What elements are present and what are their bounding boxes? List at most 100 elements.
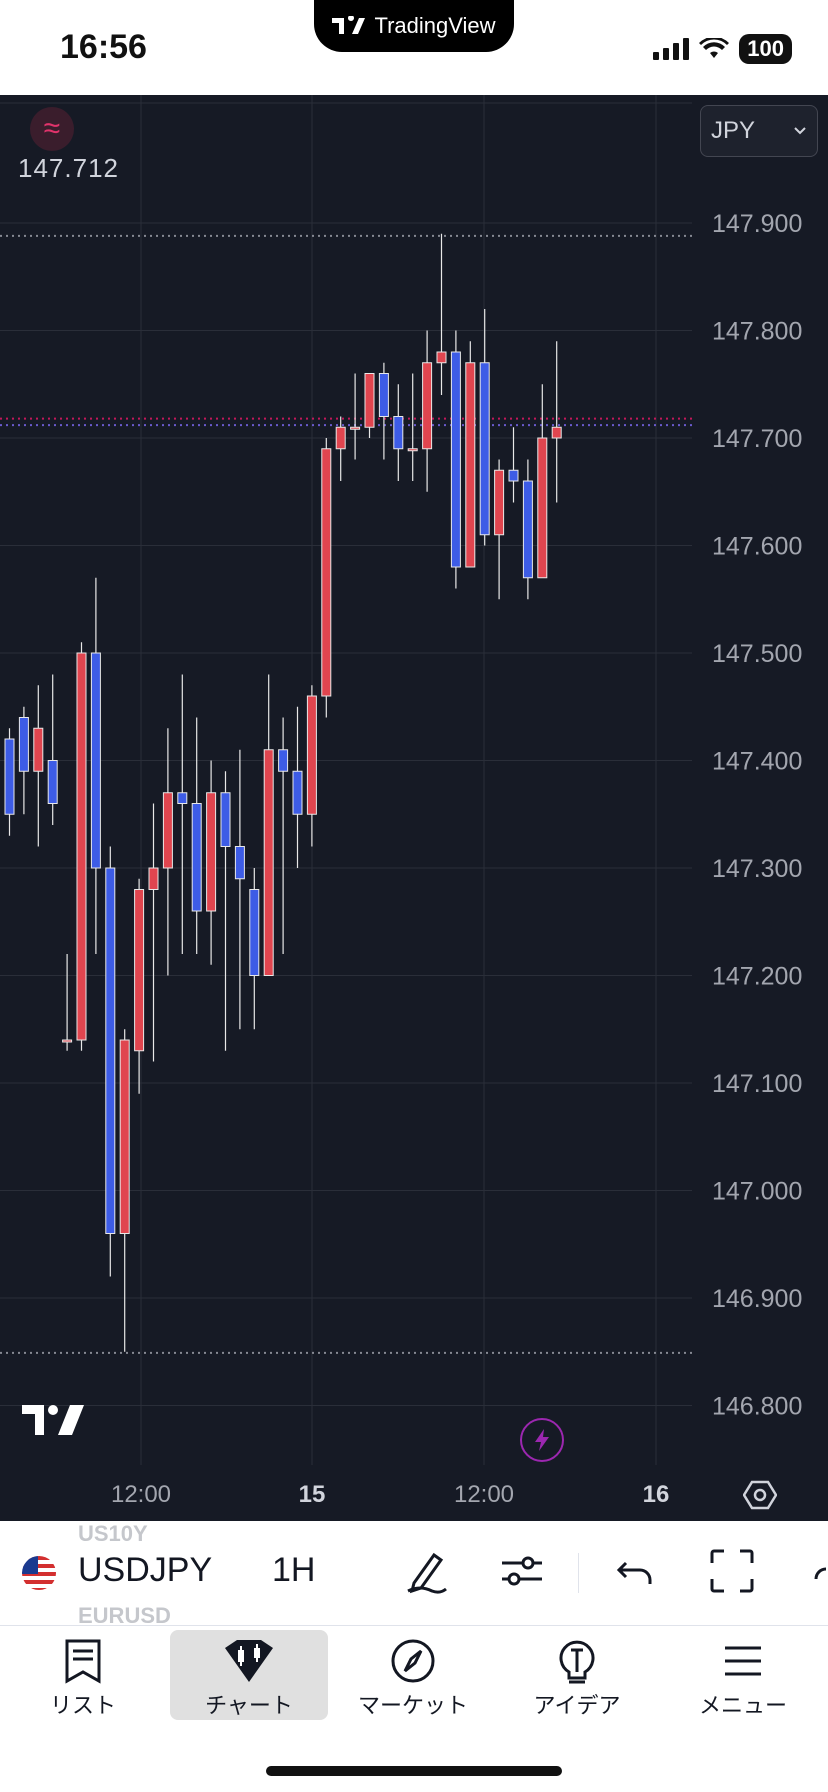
interval-selector[interactable]: 1H (272, 1551, 316, 1589)
nav-label-chart: チャート (205, 1693, 293, 1718)
candle-body (191, 803, 202, 912)
list-icon (65, 1639, 101, 1684)
nav-item-menu[interactable]: メニュー (664, 1630, 822, 1720)
chart-area[interactable]: 147.900 147.800 147.700 147.600 147.500 147.4… (0, 95, 828, 1521)
indicators-icon[interactable] (500, 1549, 544, 1593)
bottom-nav: リスト チャート マーケット アイデア メニュー (0, 1626, 828, 1792)
nav-item-market[interactable]: マーケット (334, 1630, 492, 1720)
signal-icon (653, 38, 690, 60)
app-pill-label: TradingView (374, 13, 496, 38)
nav-label-menu: メニュー (698, 1693, 787, 1718)
x-tick-label: 15 (299, 1481, 326, 1508)
fullscreen-icon[interactable] (710, 1549, 754, 1593)
price-chart[interactable]: 147.900 147.800 147.700 147.600 147.500 147.4… (0, 95, 828, 1521)
y-tick-label: 147.600 (712, 533, 802, 561)
candle-body (422, 362, 433, 450)
candle-body (292, 770, 303, 815)
candle-body (206, 792, 217, 912)
y-tick-label: 146.900 (712, 1285, 802, 1313)
menu-icon (725, 1646, 761, 1676)
candle-body (364, 373, 375, 428)
nav-item-list[interactable]: リスト (4, 1630, 162, 1720)
candle-body (249, 889, 260, 976)
next-symbol[interactable]: EURUSD (78, 1603, 171, 1628)
candle-body (134, 889, 145, 1052)
candle-body (350, 426, 361, 430)
last-price-label: 147.712 (18, 153, 119, 183)
chart-settings-icon[interactable] (743, 1480, 777, 1510)
candle-body (378, 373, 389, 417)
currency-select[interactable]: JPY (700, 105, 818, 157)
candle-body (90, 652, 101, 869)
undo-icon[interactable] (616, 1549, 656, 1593)
y-tick-label: 147.500 (712, 640, 802, 668)
candle-body (537, 437, 548, 579)
indicator-badge[interactable]: ≈ (30, 107, 74, 151)
y-tick-label: 147.000 (712, 1178, 802, 1206)
candle-body (278, 749, 289, 772)
battery-level: 100 (739, 34, 792, 64)
candle-body (4, 738, 15, 815)
y-tick-label: 147.200 (712, 963, 802, 991)
y-tick-label: 147.800 (712, 318, 802, 346)
nav-label-ideas: アイデア (533, 1693, 621, 1718)
wifi-icon (699, 38, 730, 58)
chevron-down-icon (794, 127, 806, 135)
bolt-icon[interactable] (520, 1418, 564, 1462)
y-tick-label: 147.100 (712, 1070, 802, 1098)
home-indicator (266, 1766, 562, 1776)
nav-label-list: リスト (49, 1693, 116, 1718)
currency-value: JPY (711, 117, 756, 144)
app-pill[interactable]: TradingView (314, 0, 514, 52)
nav-label-market: マーケット (357, 1693, 468, 1718)
candle-body (119, 1039, 130, 1234)
x-tick-label: 12:00 (454, 1481, 514, 1508)
candle-body (18, 717, 29, 772)
status-icons: 100 (653, 34, 792, 64)
candle-body (508, 469, 519, 482)
symbol-selector[interactable]: USDJPY (78, 1551, 213, 1589)
candle-body (177, 792, 188, 804)
candle-body (393, 416, 404, 450)
candle-body (494, 469, 505, 536)
candle-body (407, 448, 418, 452)
tradingview-watermark-icon[interactable] (22, 1403, 86, 1437)
lightbulb-icon (559, 1640, 595, 1684)
status-bar: 16:56 TradingView 100 (0, 0, 828, 95)
tradingview-logo-icon (332, 16, 366, 34)
candle-body (551, 426, 562, 439)
nav-item-chart[interactable]: チャート (170, 1630, 328, 1720)
candle-body (105, 867, 116, 1234)
candle-body (220, 792, 231, 847)
prev-symbol[interactable]: US10Y (78, 1521, 148, 1546)
candle-body (335, 426, 346, 450)
candle-body (263, 749, 274, 976)
nav-item-ideas[interactable]: アイデア (498, 1630, 656, 1720)
candle-body (234, 846, 245, 880)
candle-body (321, 448, 332, 697)
compass-icon (391, 1639, 435, 1683)
x-tick-label: 16 (643, 1481, 670, 1508)
candle-body (436, 351, 447, 364)
more-tools-icon[interactable] (812, 1549, 828, 1593)
candle-body (62, 1039, 73, 1043)
candle-body (522, 480, 533, 579)
candle-body (33, 727, 44, 772)
candle-body (47, 760, 58, 804)
x-tick-label: 12:00 (111, 1481, 171, 1508)
y-tick-label: 147.300 (712, 855, 802, 883)
candle-body (450, 351, 461, 568)
y-tick-label: 147.900 (712, 210, 802, 238)
us-flag-icon (22, 1556, 56, 1590)
drawing-tool-icon[interactable] (404, 1549, 450, 1595)
chart-icon (225, 1640, 273, 1682)
candle-body (76, 652, 87, 1041)
y-tick-label: 146.800 (712, 1393, 802, 1421)
status-time: 16:56 (60, 28, 147, 66)
y-tick-label: 147.700 (712, 425, 802, 453)
chart-toolbar: US10Y USDJPY 1H EURUSD (0, 1521, 828, 1628)
candle-body (465, 362, 476, 568)
candle-body (479, 362, 490, 536)
toolbar-divider (578, 1553, 579, 1593)
candle-body (306, 695, 317, 815)
